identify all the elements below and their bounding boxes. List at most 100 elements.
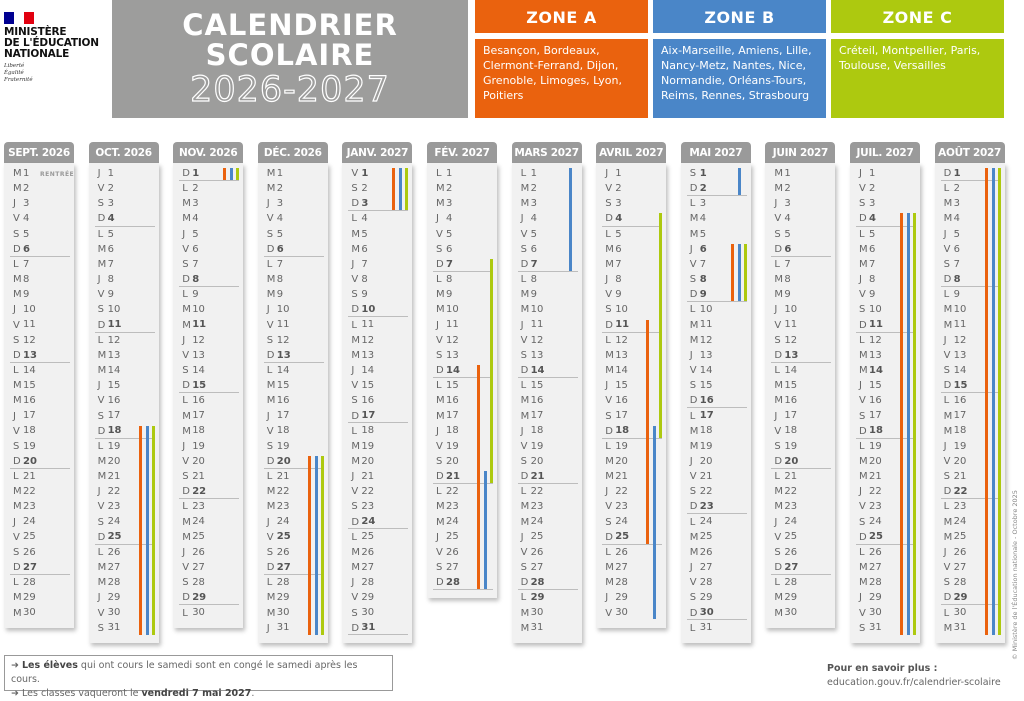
day-number: 2 — [784, 183, 791, 195]
day-row: 1 — [342, 166, 412, 181]
day-number: 14 — [361, 364, 375, 376]
day-number: 25 — [699, 531, 713, 543]
day-row: 20 — [765, 454, 835, 469]
day-row: 19 — [935, 439, 1005, 454]
day-number: 28 — [446, 576, 460, 588]
day-row: 25 — [850, 529, 920, 545]
day-number: 14 — [530, 364, 545, 376]
day-number: 7 — [107, 258, 114, 270]
day-number: 12 — [699, 334, 713, 346]
day-number: 27 — [107, 561, 121, 573]
day-number: 24 — [953, 516, 967, 528]
day-row: 3 — [512, 196, 582, 211]
day-number: 11 — [530, 319, 544, 331]
day-row: 9 — [173, 287, 243, 302]
day-number: 3 — [615, 198, 622, 210]
day-row: 6 — [935, 242, 1005, 257]
day-number: 26 — [361, 546, 375, 558]
day-row: 24 — [427, 514, 497, 529]
day-number: 3 — [276, 198, 284, 210]
day-row: 20 — [512, 454, 582, 469]
day-number: 22 — [107, 485, 121, 497]
month-header: MARS 2027 — [511, 142, 582, 163]
day-number: 16 — [23, 395, 36, 407]
day-row: 13 — [935, 348, 1005, 363]
day-number: 4 — [784, 213, 791, 225]
day-row: 28 — [681, 575, 751, 590]
day-row: 4 — [173, 211, 243, 226]
vacation-bar-zone-a — [477, 364, 480, 590]
day-number: 20 — [530, 455, 544, 467]
day-number: 27 — [23, 561, 37, 573]
day-number: 5 — [699, 228, 707, 240]
day-number: 19 — [23, 440, 36, 452]
day-row: 20 — [258, 454, 328, 469]
day-row: 7 — [765, 257, 835, 272]
month-header: AOÛT 2027 — [934, 142, 1005, 163]
day-number: 2 — [615, 183, 622, 195]
day-number: 7 — [699, 258, 707, 270]
day-row: 9 — [89, 287, 159, 302]
day-row: 8 — [89, 272, 159, 287]
day-row: 16 — [258, 393, 328, 408]
vacation-bar-zone-c — [743, 243, 747, 302]
day-number: 20 — [107, 455, 121, 467]
day-number: 8 — [276, 273, 284, 285]
day-row: 8 — [850, 272, 920, 287]
day-number: 1 — [784, 168, 791, 179]
day-row: 10 — [512, 302, 582, 317]
day-row: 4 — [258, 211, 328, 226]
day-number: 19 — [192, 440, 205, 452]
day-number: 14 — [192, 364, 205, 376]
day-row: 18 — [4, 423, 74, 438]
day-number: 21 — [361, 470, 375, 482]
day-row: 27 — [89, 560, 159, 575]
day-number: 23 — [192, 501, 205, 513]
day-row: 8 — [4, 272, 74, 287]
month-column: OCT. 2026 1 2 3 4 5 6 7 8 9 10 11 12 13 14 15 16 17 18 19 20… — [88, 142, 159, 644]
day-row: 20 — [342, 454, 412, 469]
day-row: 18 — [427, 423, 497, 438]
day-row: 28 — [765, 575, 835, 590]
day-number: 9 — [23, 289, 30, 301]
day-row: 5 — [596, 227, 666, 242]
vacation-bar-zone-a — [138, 425, 142, 635]
day-row: 22 — [512, 484, 582, 499]
day-row: 18 — [765, 423, 835, 438]
day-row: 25 — [427, 529, 497, 544]
vacation-bar-zone-c — [151, 425, 155, 635]
day-number: 23 — [699, 501, 714, 513]
more-info-link[interactable]: education.gouv.fr/calendrier-scolaire — [827, 677, 1001, 688]
day-row: 14 — [850, 363, 920, 378]
month-header: DÉC. 2026 — [257, 142, 328, 163]
day-number: 22 — [784, 485, 798, 497]
day-row: 14 — [258, 363, 328, 378]
day-row: 4 — [596, 211, 666, 227]
day-number: 19 — [107, 440, 121, 452]
day-note: RENTRÉE — [40, 171, 75, 178]
vacation-bar-zone-b — [991, 168, 995, 635]
month-days: 1 2 3 4 5 6 7 8 9 10 11 12 13 14 15 16 17 18 19 20 21 22 23 24 2… — [88, 163, 159, 644]
vacation-bar-zone-b — [230, 168, 234, 181]
day-number: 17 — [192, 410, 205, 422]
day-number: 10 — [107, 304, 121, 316]
day-number: 11 — [699, 319, 713, 331]
day-number: 16 — [953, 395, 967, 407]
day-number: 4 — [615, 213, 623, 225]
ministry-motto: Liberté Égalité Fraternité — [4, 63, 33, 83]
day-row: 11 — [173, 317, 243, 332]
day-row: 20 — [89, 454, 159, 469]
day-row: 29 — [596, 590, 666, 605]
month-column: DÉC. 2026 1 2 3 4 5 6 7 8 9 10 11 12 13 14 15 16 17 18 19 20… — [257, 142, 328, 644]
day-row: 3 — [89, 196, 159, 211]
day-number: 9 — [869, 289, 876, 301]
vacation-bar-zone-a — [900, 213, 903, 635]
day-row: 2 — [89, 181, 159, 196]
day-number: 30 — [699, 607, 714, 619]
day-number: 10 — [615, 304, 628, 316]
day-row: 1 — [935, 166, 1005, 182]
day-row: 22 — [765, 484, 835, 499]
day-number: 13 — [361, 349, 375, 361]
day-row: 30 — [681, 605, 751, 621]
day-row: 3 — [596, 196, 666, 211]
